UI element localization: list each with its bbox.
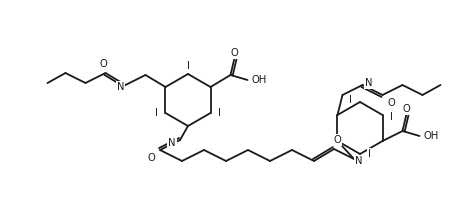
Text: O: O (147, 153, 155, 163)
Text: I: I (218, 108, 221, 118)
Text: N: N (117, 82, 124, 92)
Text: N: N (365, 78, 372, 88)
Text: O: O (231, 48, 238, 58)
Text: N: N (117, 82, 124, 92)
Text: I: I (155, 108, 158, 118)
Text: N: N (168, 138, 176, 148)
Text: O: O (388, 98, 395, 108)
Text: OH: OH (252, 75, 267, 85)
Text: I: I (218, 108, 221, 118)
Text: I: I (390, 112, 393, 122)
Text: I: I (349, 95, 351, 105)
Text: N: N (355, 156, 363, 166)
Text: I: I (155, 108, 158, 118)
Text: O: O (402, 104, 410, 114)
Text: N: N (168, 138, 176, 148)
Text: O: O (147, 153, 155, 163)
Text: N: N (365, 78, 372, 88)
Text: O: O (100, 59, 107, 69)
Text: O: O (231, 48, 238, 58)
Text: O: O (388, 98, 395, 108)
Text: OH: OH (252, 75, 267, 85)
Text: OH: OH (424, 131, 439, 141)
Text: I: I (367, 149, 371, 159)
Text: O: O (100, 59, 107, 69)
Text: I: I (187, 61, 190, 71)
Text: I: I (390, 112, 393, 122)
Text: I: I (187, 61, 190, 71)
Text: N: N (355, 156, 363, 166)
Text: O: O (333, 135, 341, 145)
Text: I: I (367, 149, 371, 159)
Text: I: I (349, 95, 351, 105)
Text: O: O (402, 104, 410, 114)
Text: OH: OH (424, 131, 439, 141)
Text: O: O (333, 135, 341, 145)
